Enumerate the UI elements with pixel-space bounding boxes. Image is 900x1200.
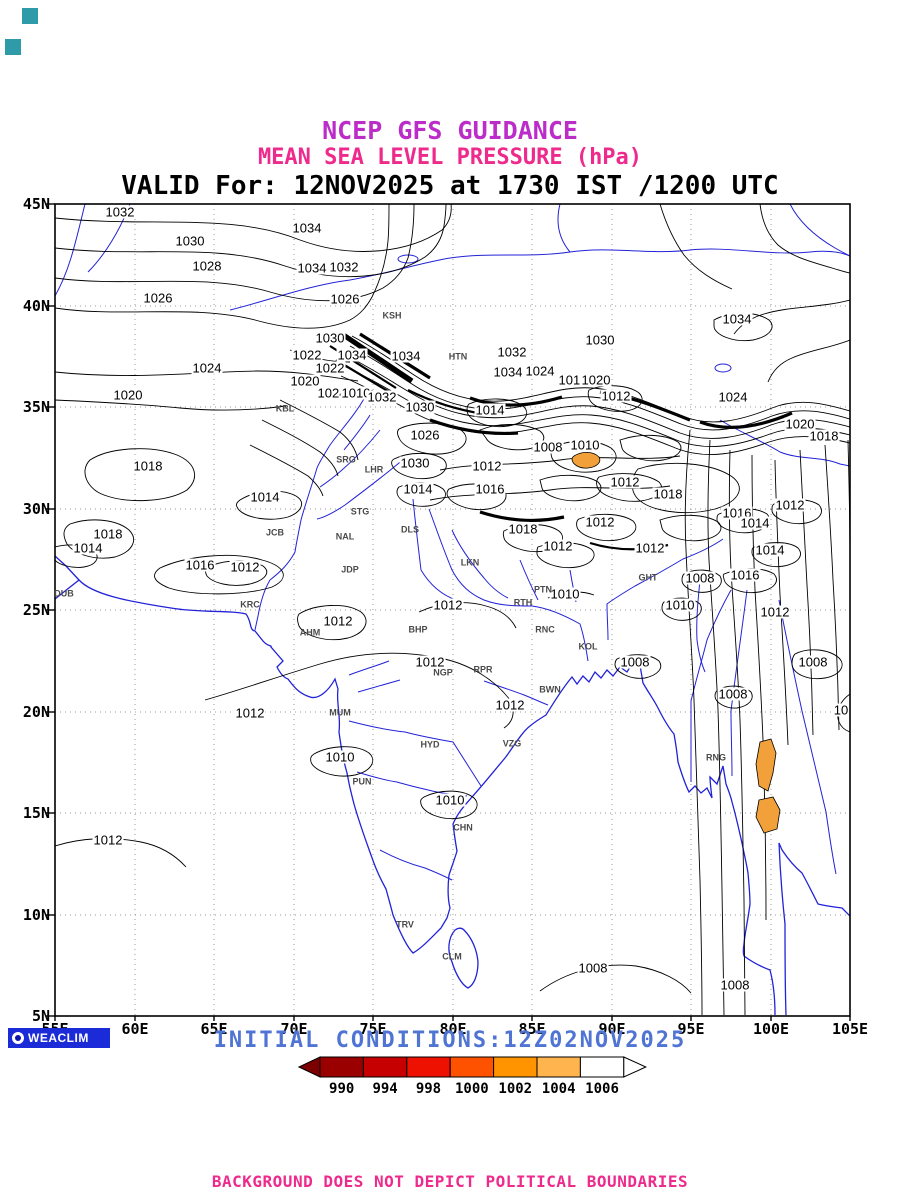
colorbar-label: 1002 (498, 1081, 533, 1097)
weaclim-logo[interactable]: WEACLIM (8, 1028, 110, 1048)
colorbar-segment (493, 1056, 538, 1078)
chart-title-field: MEAN SEA LEVEL PRESSURE (hPa) (257, 145, 643, 170)
initial-conditions-text: INITIAL CONDITIONS:12Z02NOV2025 (213, 1028, 687, 1053)
low-pressure-shade (755, 796, 781, 834)
colorbar-label: 1004 (541, 1081, 576, 1097)
chart-title-model: NCEP GFS GUIDANCE (322, 116, 578, 145)
colorbar-segment (449, 1056, 495, 1078)
corner-marker-icon (22, 8, 38, 24)
colorbar-segment (579, 1056, 625, 1078)
pressure-colorbar (298, 1056, 648, 1078)
colorbar-label: 994 (372, 1081, 398, 1097)
grid-layer (55, 204, 850, 1016)
chart-title-valid-time: VALID For: 12NOV2025 at 1730 IST /1200 U… (121, 171, 779, 201)
low-pressure-shade (571, 451, 601, 469)
colorbar-segment (319, 1056, 364, 1078)
colorbar-labels: 990 994 998 1000 1002 1004 1006 (320, 1081, 624, 1097)
weaclim-logo-icon (12, 1032, 24, 1044)
colorbar-label: 990 (329, 1081, 355, 1097)
colorbar-label: 1006 (585, 1081, 619, 1097)
map-border (54, 203, 851, 1017)
colorbar-segment (362, 1056, 408, 1078)
colorbar-segment (406, 1056, 451, 1078)
colorbar-label: 1000 (455, 1081, 489, 1097)
colorbar-segment (536, 1056, 581, 1078)
corner-marker-icon (5, 39, 21, 55)
isobar-contours-layer (55, 204, 850, 1016)
colorbar-label: 998 (415, 1081, 442, 1097)
disclaimer-text: BACKGROUND DOES NOT DEPICT POLITICAL BOU… (211, 1172, 689, 1191)
low-pressure-shade (755, 738, 777, 792)
axis-ticks (46, 203, 851, 1021)
weaclim-logo-text: WEACLIM (28, 1031, 89, 1045)
